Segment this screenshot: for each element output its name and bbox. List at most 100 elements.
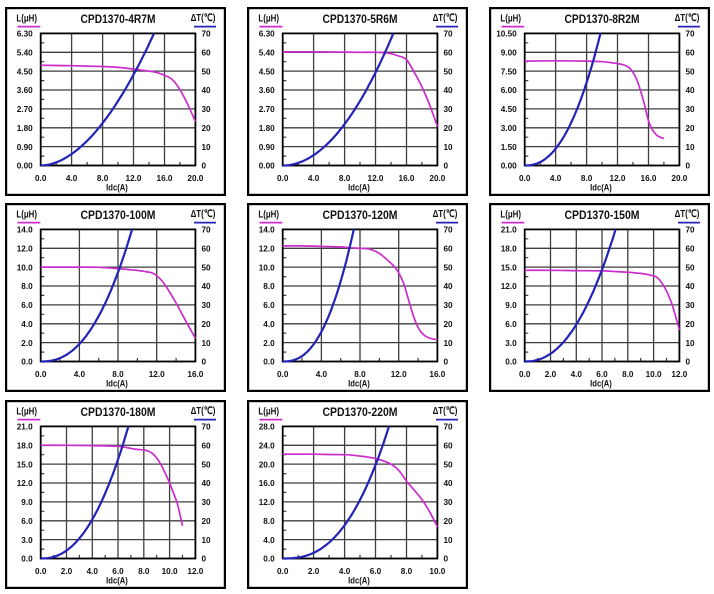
svg-text:1.80: 1.80 (259, 124, 275, 133)
svg-text:0.0: 0.0 (505, 358, 517, 367)
svg-text:20: 20 (686, 124, 696, 133)
svg-text:8.0: 8.0 (112, 370, 124, 379)
svg-text:ΔT(℃): ΔT(℃) (433, 209, 458, 220)
svg-text:16.0: 16.0 (429, 370, 445, 379)
svg-text:CPD1370-220M: CPD1370-220M (323, 405, 398, 419)
svg-text:L(μH): L(μH) (500, 210, 521, 221)
svg-text:20: 20 (202, 517, 212, 526)
svg-text:L(μH): L(μH) (258, 14, 279, 25)
svg-text:3.00: 3.00 (501, 124, 517, 133)
svg-text:8.0: 8.0 (401, 567, 413, 576)
svg-text:30: 30 (444, 105, 454, 114)
svg-text:4.50: 4.50 (259, 67, 275, 76)
svg-text:12.0: 12.0 (187, 567, 203, 576)
svg-text:50: 50 (686, 67, 696, 76)
svg-text:30: 30 (686, 301, 696, 310)
svg-text:4.0: 4.0 (66, 174, 78, 183)
svg-text:10: 10 (686, 339, 696, 348)
svg-text:4.0: 4.0 (87, 567, 99, 576)
svg-text:40: 40 (444, 86, 454, 95)
svg-text:0: 0 (202, 555, 207, 564)
svg-text:4.0: 4.0 (339, 567, 351, 576)
svg-text:12.0: 12.0 (368, 174, 384, 183)
svg-text:ΔT(℃): ΔT(℃) (191, 13, 216, 24)
svg-text:16.0: 16.0 (187, 370, 203, 379)
svg-text:0.0: 0.0 (35, 370, 47, 379)
svg-text:8.0: 8.0 (263, 517, 275, 526)
svg-text:ΔT(℃): ΔT(℃) (433, 13, 458, 24)
svg-text:50: 50 (202, 67, 212, 76)
svg-text:0.0: 0.0 (21, 555, 33, 564)
svg-text:70: 70 (444, 30, 454, 39)
svg-text:L(μH): L(μH) (16, 210, 37, 221)
svg-text:Idc(A): Idc(A) (348, 576, 370, 586)
svg-text:ΔT(℃): ΔT(℃) (191, 209, 216, 220)
svg-text:CPD1370-150M: CPD1370-150M (565, 208, 640, 222)
svg-text:0.0: 0.0 (519, 174, 531, 183)
svg-text:60: 60 (686, 245, 696, 254)
svg-text:L(μH): L(μH) (16, 407, 37, 418)
svg-text:70: 70 (202, 226, 212, 235)
svg-text:24.0: 24.0 (259, 442, 275, 451)
svg-text:4.0: 4.0 (263, 320, 275, 329)
svg-text:10.0: 10.0 (162, 567, 178, 576)
svg-text:28.0: 28.0 (259, 423, 275, 432)
svg-text:10: 10 (202, 143, 212, 152)
svg-text:8.0: 8.0 (138, 567, 150, 576)
svg-text:12.0: 12.0 (17, 479, 33, 488)
svg-text:10: 10 (444, 339, 454, 348)
svg-text:16.0: 16.0 (399, 174, 415, 183)
svg-text:0: 0 (444, 162, 449, 171)
svg-text:12.0: 12.0 (17, 245, 33, 254)
svg-text:50: 50 (444, 67, 454, 76)
svg-text:10: 10 (444, 143, 454, 152)
svg-text:50: 50 (202, 263, 212, 272)
svg-text:6.30: 6.30 (17, 30, 33, 39)
svg-text:20: 20 (202, 124, 212, 133)
svg-text:6.0: 6.0 (21, 301, 33, 310)
svg-text:2.0: 2.0 (263, 339, 275, 348)
svg-text:20: 20 (686, 320, 696, 329)
svg-text:15.0: 15.0 (17, 460, 33, 469)
svg-text:8.0: 8.0 (263, 282, 275, 291)
svg-text:40: 40 (444, 282, 454, 291)
svg-text:Idc(A): Idc(A) (106, 183, 128, 193)
svg-text:16.0: 16.0 (259, 479, 275, 488)
svg-text:30: 30 (202, 498, 212, 507)
svg-text:12.0: 12.0 (391, 370, 407, 379)
svg-text:L(μH): L(μH) (258, 407, 279, 418)
svg-text:60: 60 (444, 442, 454, 451)
svg-text:0: 0 (686, 162, 691, 171)
svg-text:12.0: 12.0 (259, 245, 275, 254)
svg-text:CPD1370-4R7M: CPD1370-4R7M (81, 12, 156, 26)
svg-text:10: 10 (202, 536, 212, 545)
svg-text:4.50: 4.50 (17, 67, 33, 76)
svg-text:8.0: 8.0 (21, 282, 33, 291)
svg-text:4.0: 4.0 (550, 174, 562, 183)
svg-text:ΔT(℃): ΔT(℃) (675, 13, 700, 24)
svg-text:10.50: 10.50 (496, 30, 517, 39)
svg-text:40: 40 (202, 479, 212, 488)
svg-text:0.00: 0.00 (17, 162, 33, 171)
svg-text:60: 60 (444, 245, 454, 254)
svg-text:4.0: 4.0 (263, 536, 275, 545)
svg-text:Idc(A): Idc(A) (590, 183, 612, 193)
svg-text:70: 70 (202, 30, 212, 39)
svg-text:2.0: 2.0 (61, 567, 73, 576)
svg-text:16.0: 16.0 (641, 174, 657, 183)
svg-text:8.0: 8.0 (354, 370, 366, 379)
svg-text:0.00: 0.00 (259, 162, 275, 171)
svg-text:20.0: 20.0 (429, 174, 445, 183)
svg-text:60: 60 (686, 49, 696, 58)
svg-text:CPD1370-120M: CPD1370-120M (323, 208, 398, 222)
svg-text:CPD1370-8R2M: CPD1370-8R2M (565, 12, 640, 26)
svg-text:Idc(A): Idc(A) (348, 183, 370, 193)
svg-text:21.0: 21.0 (501, 226, 517, 235)
svg-text:70: 70 (686, 30, 696, 39)
svg-text:8.0: 8.0 (339, 174, 351, 183)
svg-text:7.50: 7.50 (501, 67, 517, 76)
svg-text:50: 50 (202, 460, 212, 469)
svg-text:70: 70 (202, 423, 212, 432)
svg-text:CPD1370-5R6M: CPD1370-5R6M (323, 12, 398, 26)
svg-text:6.0: 6.0 (370, 567, 382, 576)
